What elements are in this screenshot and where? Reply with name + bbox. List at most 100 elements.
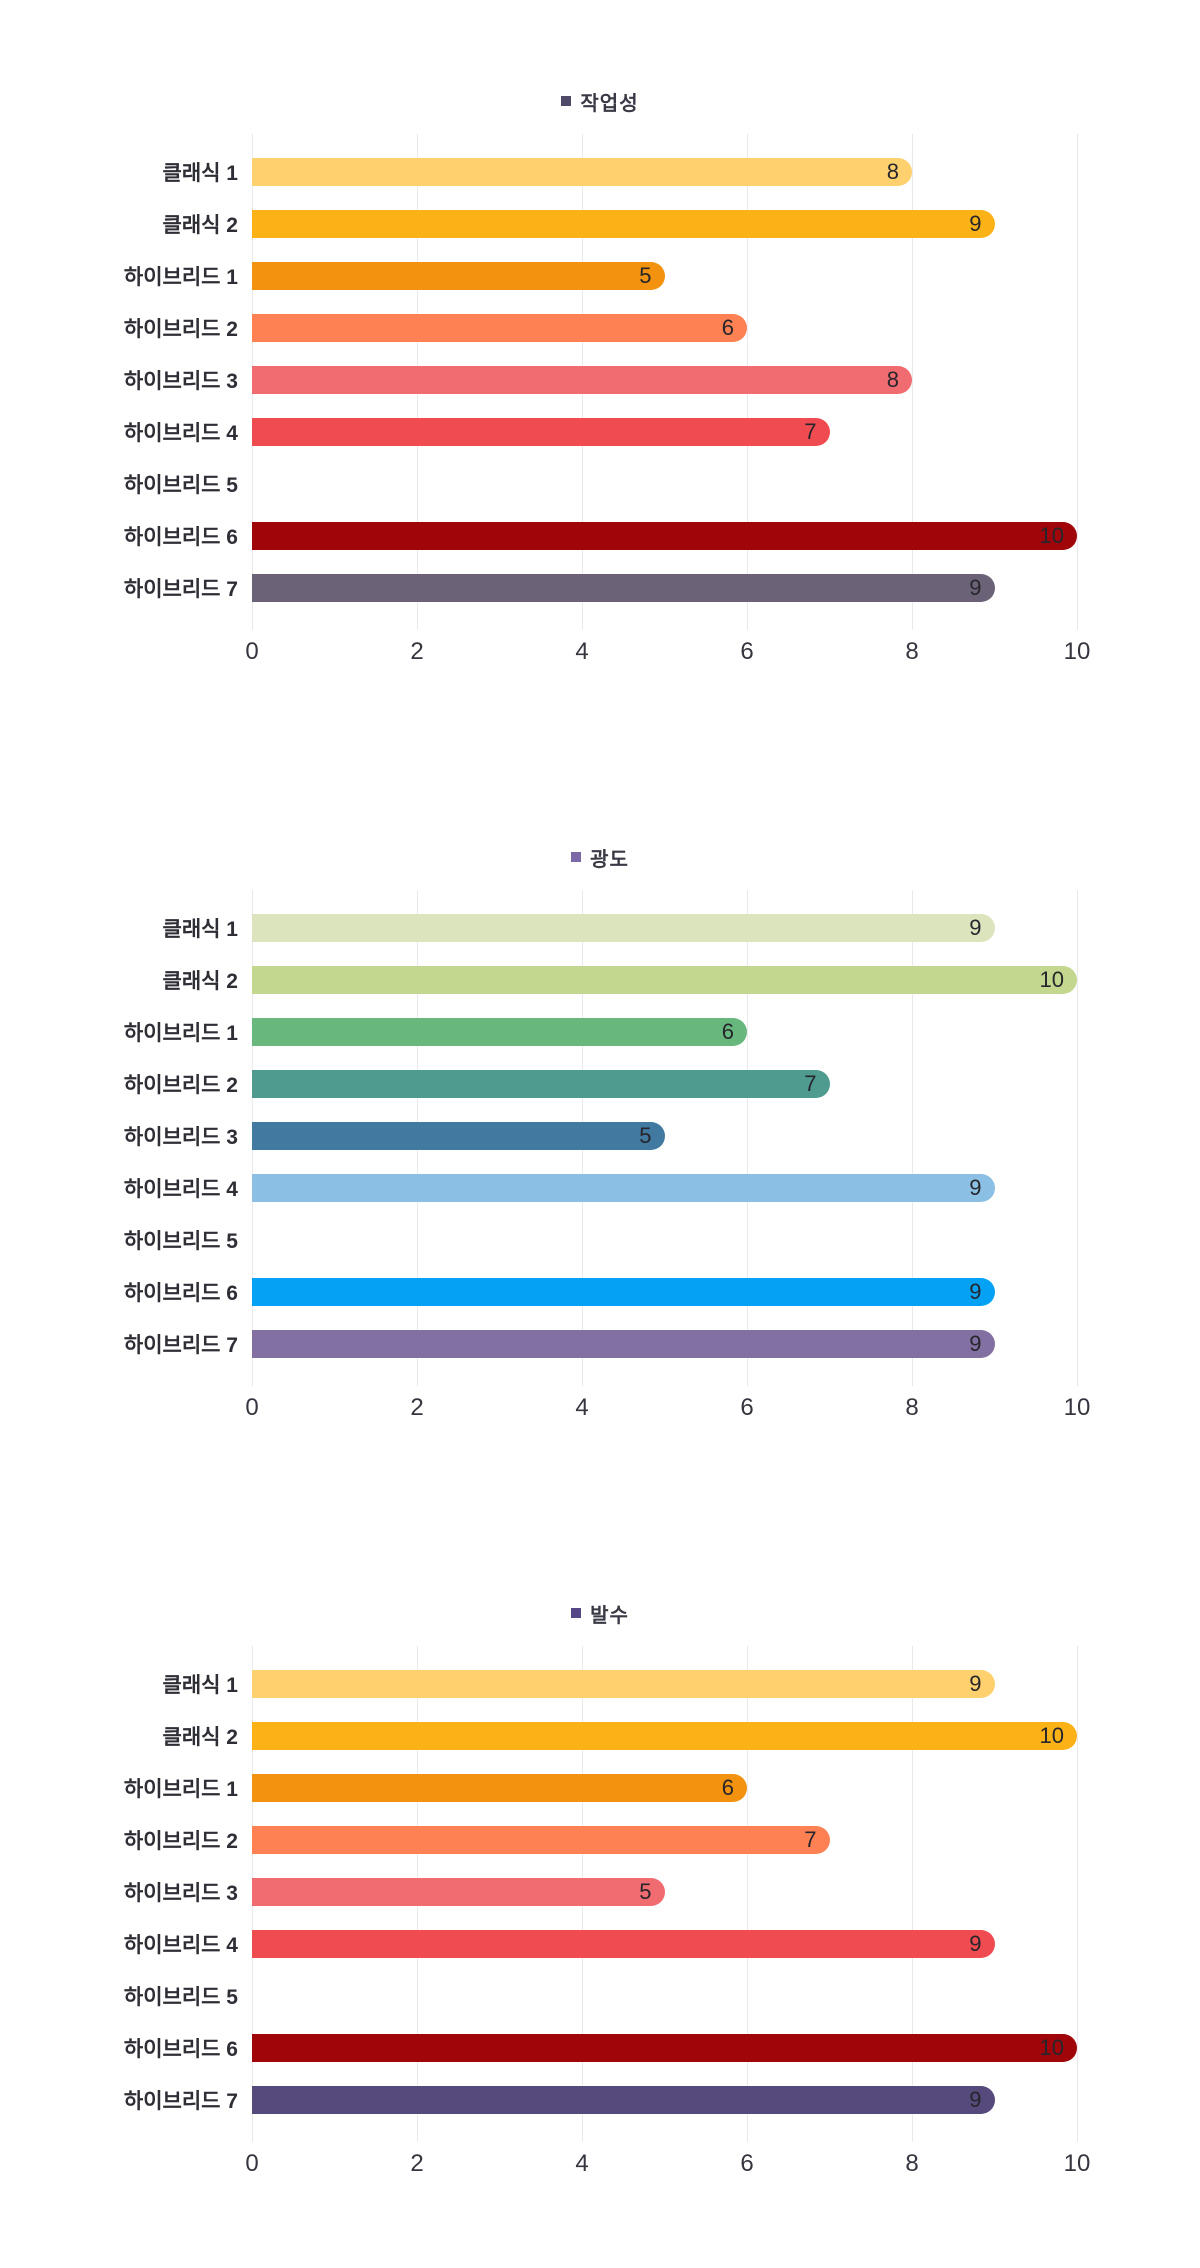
bar-row: 클래식 2 10: [163, 1710, 1077, 1762]
bar-rows: 클래식 1 8 클래식 2 9 하이브리드 1 5 하이브리드 2 6 하이브리드 3 8 하이브리…: [124, 138, 1077, 616]
bar-value-label: 10: [1039, 2035, 1064, 2060]
legend-marker-icon: [561, 96, 572, 106]
x-axis-tick-label: 0: [245, 638, 259, 665]
category-label: 하이브리드 3: [123, 370, 238, 393]
bar-row: 클래식 2 9: [163, 198, 1077, 250]
bar-row: 하이브리드 6 10: [124, 2022, 1077, 2074]
bar-value-label: 5: [639, 1123, 652, 1148]
bar-value-label: 6: [721, 1775, 734, 1800]
bar-rows: 클래식 1 9 클래식 2 10 하이브리드 1 6 하이브리드 2 7 하이브리드 3 5 하이브…: [124, 1650, 1077, 2128]
bar-row: 하이브리드 2 7: [124, 1058, 1077, 1110]
bar-row: 하이브리드 1 6: [124, 1006, 1077, 1058]
category-label: 하이브리드 7: [123, 2090, 238, 2113]
bar: 9: [252, 1670, 995, 1698]
bar: 9: [252, 914, 995, 942]
category-label: 하이브리드 1: [123, 266, 238, 289]
x-axis-tick-label: 6: [740, 1394, 754, 1421]
bar: 8: [252, 366, 912, 394]
bar: 8: [252, 158, 912, 186]
x-axis-tick-label: 8: [905, 638, 919, 665]
bar: 9: [252, 574, 995, 602]
category-label: 하이브리드 4: [123, 422, 238, 445]
bar-row: 하이브리드 7 9: [124, 2074, 1077, 2126]
gridline: [912, 1646, 913, 2142]
bar-value-label: 9: [969, 1931, 982, 1956]
category-label: 하이브리드 4: [123, 1934, 238, 1957]
bar: 7: [252, 1826, 830, 1854]
bar-row: 하이브리드 3 5: [124, 1110, 1077, 1162]
category-label: 하이브리드 7: [123, 578, 238, 601]
bar-value-label: 8: [886, 367, 899, 392]
bar-value-label: 9: [969, 915, 982, 940]
category-label: 하이브리드 5: [123, 1986, 238, 2009]
bar: 9: [252, 1930, 995, 1958]
x-axis-tick-label: 10: [1063, 2150, 1091, 2177]
bar: 9: [252, 210, 995, 238]
category-label: 하이브리드 3: [123, 1126, 238, 1149]
bar-row: 클래식 1 9: [163, 902, 1077, 954]
bar-row: 하이브리드 4 9: [124, 1162, 1077, 1214]
gridline: [912, 890, 913, 1386]
bar: 6: [252, 1774, 747, 1802]
bar: 6: [252, 1018, 747, 1046]
category-label: 클래식 1: [162, 918, 238, 941]
x-axis-tick-label: 10: [1063, 638, 1091, 665]
x-axis-tick-label: 8: [905, 2150, 919, 2177]
bar-value-label: 7: [804, 419, 817, 444]
chart-title: 작업성: [580, 92, 639, 115]
bar-row: 하이브리드 6 10: [124, 510, 1077, 562]
x-axis-tick-label: 2: [410, 1394, 424, 1421]
bar-value-label: 9: [969, 575, 982, 600]
x-axis-tick-label: 8: [905, 1394, 919, 1421]
bar-value-label: 7: [804, 1827, 817, 1852]
x-axis-tick-label: 6: [740, 638, 754, 665]
bar: 10: [252, 522, 1077, 550]
bar-row: 하이브리드 1 5: [124, 250, 1077, 302]
bar-value-label: 9: [969, 211, 982, 236]
category-label: 하이브리드 2: [123, 1830, 238, 1853]
category-label: 클래식 2: [162, 1726, 238, 1749]
bar-value-label: 10: [1039, 967, 1064, 992]
category-label: 클래식 1: [162, 162, 238, 185]
bar-row: 하이브리드 4 7: [124, 406, 1077, 458]
bar: 7: [252, 418, 830, 446]
x-axis-tick-label: 10: [1063, 1394, 1091, 1421]
bar-row: 하이브리드 6 9: [124, 1266, 1077, 1318]
bar: 9: [252, 1174, 995, 1202]
legend-marker-icon: [571, 1608, 582, 1618]
category-label: 클래식 1: [162, 1674, 238, 1697]
x-axis: 0 2 4 6 8 10: [245, 2144, 1090, 2186]
bar-row: 하이브리드 4 9: [124, 1918, 1077, 1970]
x-axis-tick-label: 4: [575, 2150, 589, 2177]
gridline: [912, 134, 913, 630]
x-axis-tick-label: 2: [410, 638, 424, 665]
bar: 10: [252, 1722, 1077, 1750]
bar-row: 클래식 1 8: [163, 146, 1077, 198]
category-label: 클래식 2: [162, 970, 238, 993]
x-axis-tick-label: 6: [740, 2150, 754, 2177]
category-label: 하이브리드 2: [123, 318, 238, 341]
bar-value-label: 9: [969, 1279, 982, 1304]
bar-value-label: 10: [1039, 1723, 1064, 1748]
bar: 9: [252, 1330, 995, 1358]
bar-value-label: 5: [639, 1879, 652, 1904]
x-axis-tick-label: 0: [245, 1394, 259, 1421]
plot-area: 클래식 1 9 클래식 2 10 하이브리드 1 6 하이브리드 2 7 하이브리드 3 5 하이브…: [124, 1646, 1078, 2142]
x-axis: 0 2 4 6 8 10: [245, 1388, 1090, 1430]
bar-value-label: 9: [969, 1175, 982, 1200]
bar-row: 클래식 2 10: [163, 954, 1077, 1006]
bar: 10: [252, 966, 1077, 994]
chart-legend: 작업성: [0, 86, 1200, 116]
bar-row: 하이브리드 3 8: [124, 354, 1077, 406]
category-label: 하이브리드 6: [123, 2038, 238, 2061]
bar-row: 클래식 1 9: [163, 1658, 1077, 1710]
category-label: 하이브리드 7: [123, 1334, 238, 1357]
x-axis-tick-label: 4: [575, 638, 589, 665]
bar: 5: [252, 1122, 665, 1150]
bar-value-label: 6: [721, 1019, 734, 1044]
category-label: 하이브리드 5: [123, 1230, 238, 1253]
category-label: 하이브리드 4: [123, 1178, 238, 1201]
